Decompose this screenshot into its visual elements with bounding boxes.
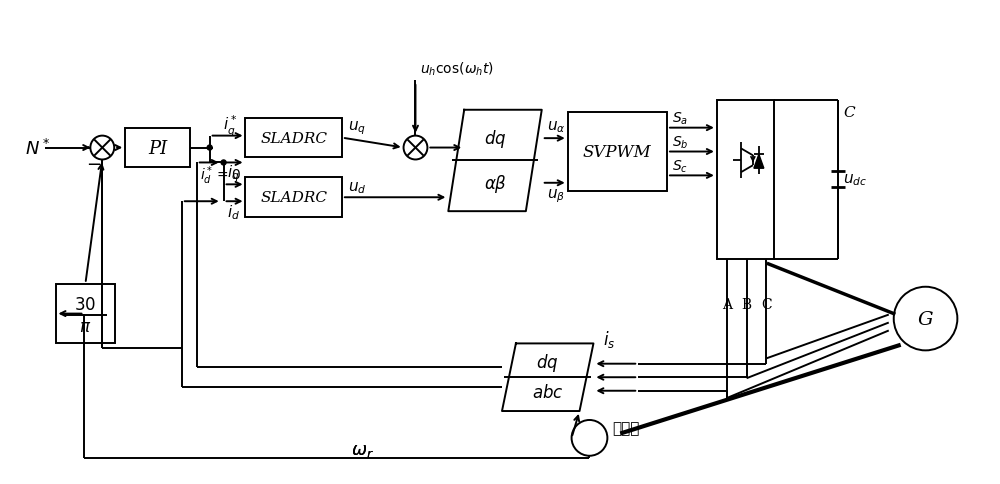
Text: $S_a$: $S_a$ [672,110,688,127]
Text: $i_d^*=0$: $i_d^*=0$ [200,164,240,186]
Bar [125,128,190,168]
Bar [717,101,774,259]
Bar [245,178,342,218]
Text: $u_q$: $u_q$ [348,120,366,137]
Text: $dq$: $dq$ [536,351,559,374]
Circle shape [207,146,212,151]
Text: B: B [742,297,752,311]
Text: $u_{dc}$: $u_{dc}$ [843,172,867,188]
Circle shape [404,136,427,160]
Text: $S_b$: $S_b$ [672,134,689,151]
Text: SLADRC: SLADRC [260,191,327,205]
Text: $u_\beta$: $u_\beta$ [547,186,565,204]
Circle shape [894,287,957,350]
Text: $u_\alpha$: $u_\alpha$ [547,119,565,135]
Bar [56,284,115,344]
Text: $\alpha\beta$: $\alpha\beta$ [484,172,507,195]
Text: SVPWM: SVPWM [583,144,652,161]
Text: C: C [761,297,772,311]
Text: 编码器: 编码器 [612,421,640,435]
Text: PI: PI [148,139,167,157]
Text: $30$: $30$ [74,297,96,314]
Bar [568,112,667,192]
Circle shape [221,161,226,166]
Text: $i_s$: $i_s$ [603,328,616,349]
Text: $N^*$: $N^*$ [25,138,50,158]
Text: $\omega_r$: $\omega_r$ [351,441,374,459]
Text: A: A [722,297,732,311]
Text: $u_h\cos(\omega_h t)$: $u_h\cos(\omega_h t)$ [420,60,494,77]
Text: $\pi$: $\pi$ [79,318,92,335]
Text: $i_q$: $i_q$ [227,163,239,183]
Text: $abc$: $abc$ [532,383,564,401]
Circle shape [572,420,607,456]
Text: $i_d$: $i_d$ [227,202,240,221]
Text: $dq$: $dq$ [484,128,506,150]
Text: $i_q^*$: $i_q^*$ [223,114,238,139]
Text: −: − [86,156,101,174]
Text: SLADRC: SLADRC [260,131,327,145]
Text: G: G [918,310,933,328]
Circle shape [90,136,114,160]
Text: $u_d$: $u_d$ [348,180,366,196]
Bar [245,119,342,158]
Polygon shape [754,155,764,169]
Text: $\omega_r$: $\omega_r$ [351,441,374,459]
Text: C: C [843,106,855,120]
Text: $S_c$: $S_c$ [672,158,688,174]
